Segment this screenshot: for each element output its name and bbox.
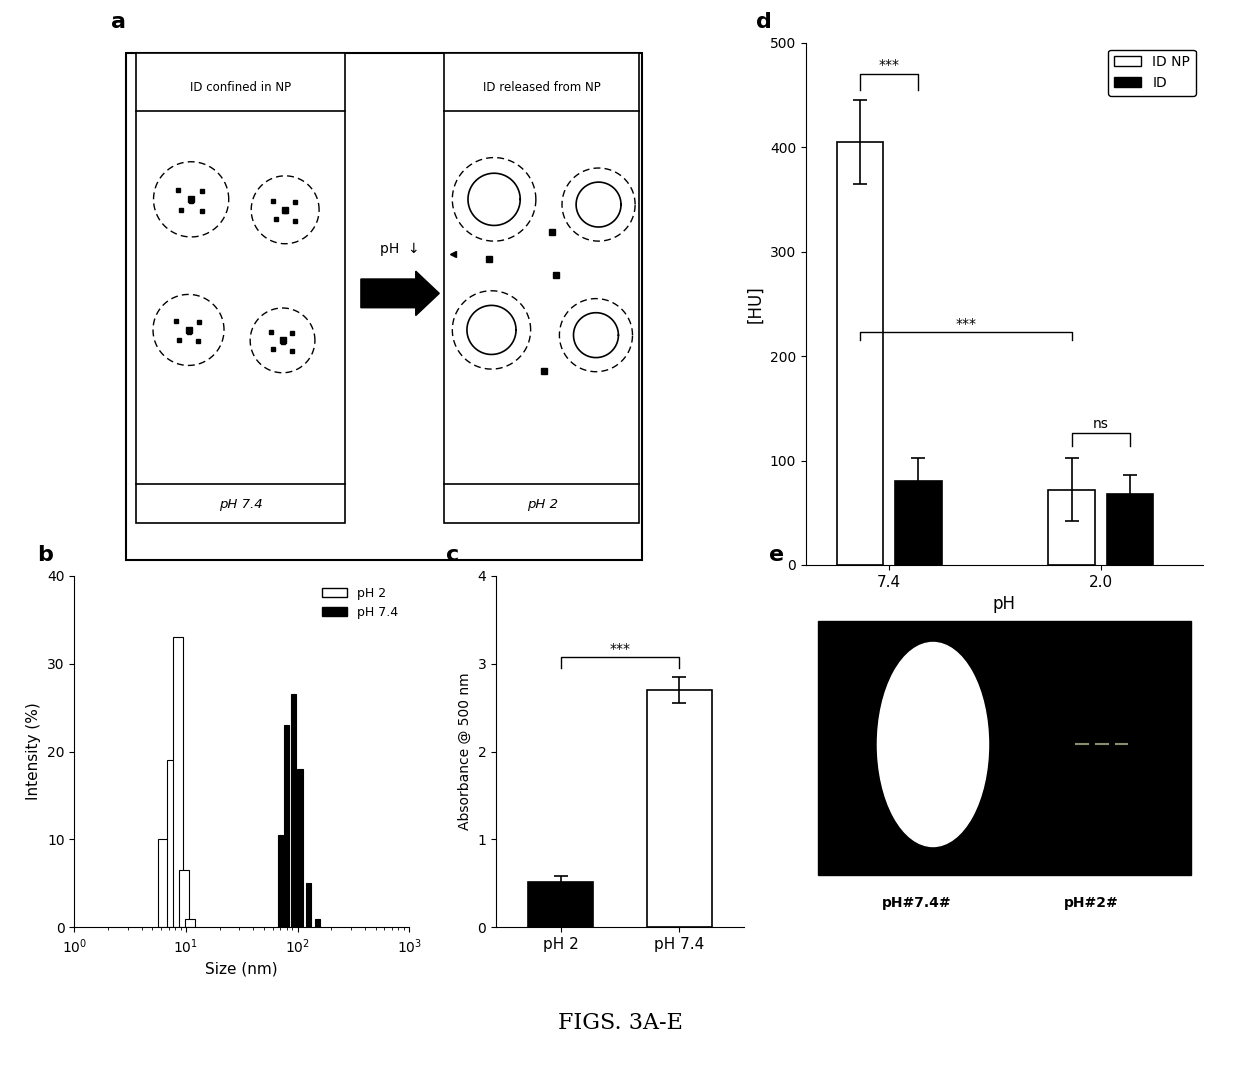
Text: pH 2: pH 2 [527,499,558,512]
Bar [315,919,320,927]
Text: pH#2#: pH#2# [1064,895,1118,909]
Text: ID confined in NP: ID confined in NP [190,81,291,94]
Bar [306,884,311,927]
Y-axis label: Absorbance @ 500 nm: Absorbance @ 500 nm [458,673,472,830]
Legend: pH 2, pH 7.4: pH 2, pH 7.4 [317,582,403,624]
Text: ***: *** [879,58,900,71]
Text: ***: *** [610,642,630,656]
Bar [278,835,283,927]
FancyBboxPatch shape [818,621,1190,874]
Bar [1106,494,1153,565]
Text: ns: ns [1092,417,1109,432]
Y-axis label: [HU]: [HU] [746,285,764,323]
FancyBboxPatch shape [136,53,345,523]
Y-axis label: Intensity (%): Intensity (%) [26,702,41,801]
Text: pH 7.4: pH 7.4 [219,499,263,512]
Bar [167,760,177,927]
Bar [186,919,195,927]
Text: FIGS. 3A-E: FIGS. 3A-E [558,1013,682,1034]
Bar [159,840,169,927]
Ellipse shape [878,643,988,846]
FancyBboxPatch shape [444,53,640,523]
Text: b: b [37,545,53,565]
Text: pH#7.4#: pH#7.4# [883,895,952,909]
Bar [837,142,883,565]
X-axis label: Size (nm): Size (nm) [206,962,278,976]
Text: e: e [769,545,784,565]
Bar [528,882,594,927]
FancyArrow shape [361,271,439,316]
Bar [291,694,296,927]
Text: ID released from NP: ID released from NP [484,81,601,94]
Text: pH  ↓: pH ↓ [381,242,420,256]
Bar [895,482,941,565]
Text: ***: *** [956,317,977,330]
Bar [284,725,289,927]
Bar [298,770,303,927]
Text: c: c [446,545,460,565]
Bar [172,637,182,927]
FancyBboxPatch shape [125,53,642,560]
Bar [646,690,712,927]
Text: a: a [110,12,125,32]
Legend: ID NP, ID: ID NP, ID [1109,50,1195,96]
X-axis label: pH: pH [993,595,1016,613]
Bar [1048,489,1095,565]
Bar [180,870,190,927]
Text: d: d [756,12,773,32]
